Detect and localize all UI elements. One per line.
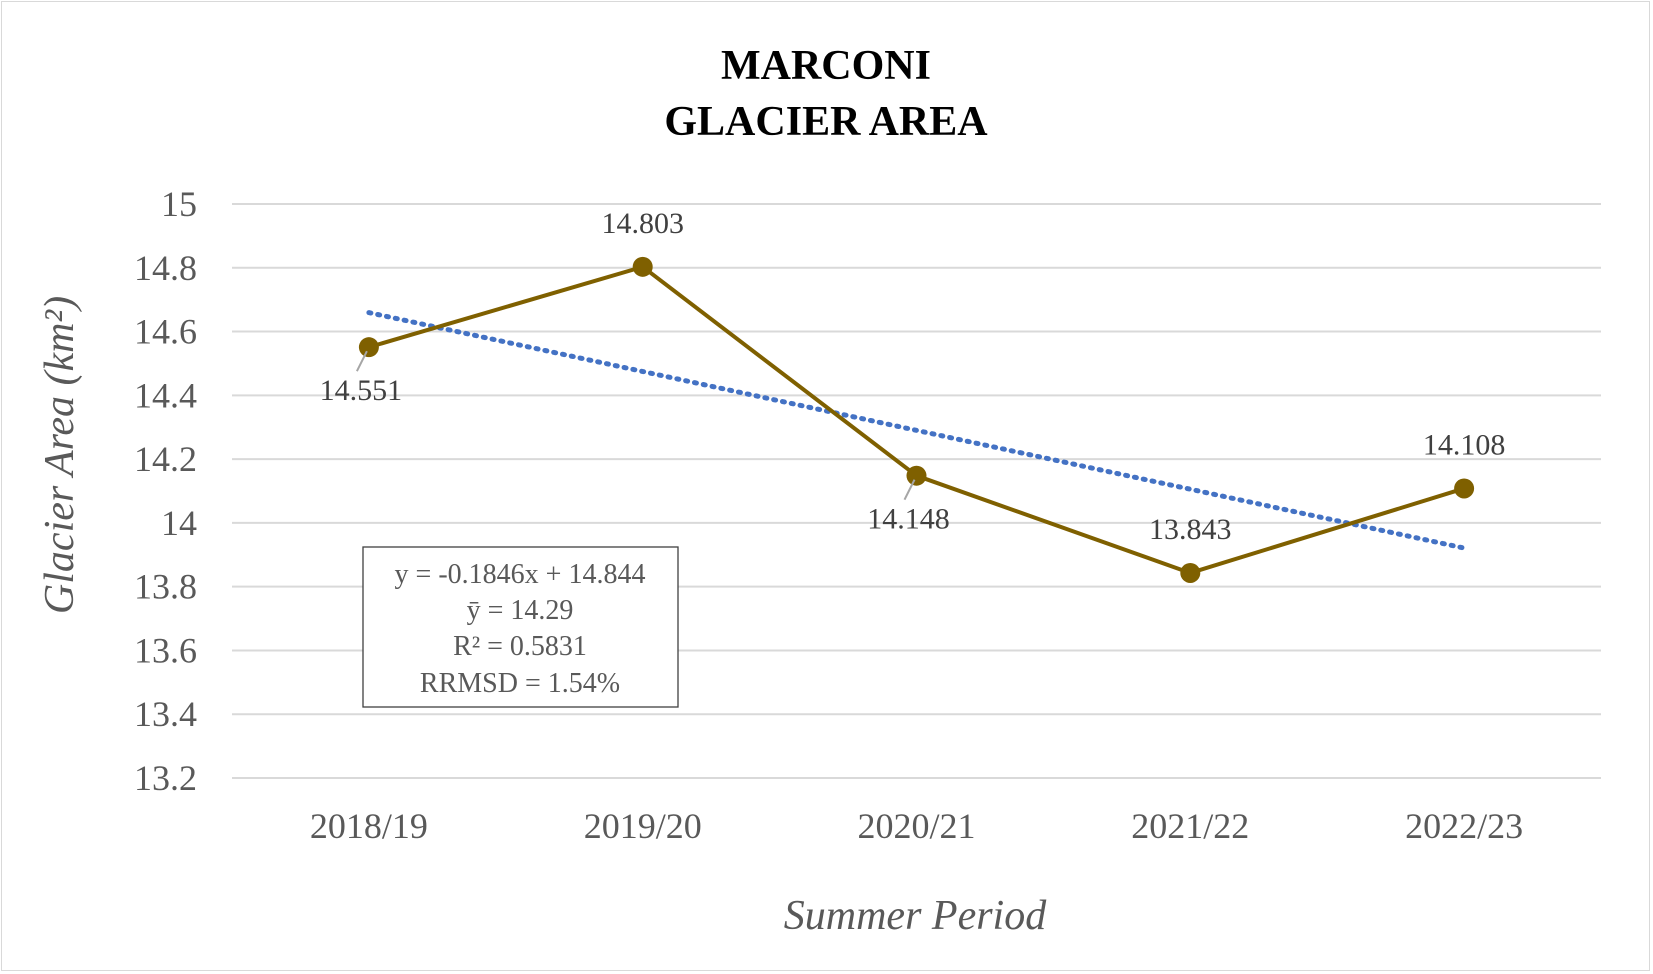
data-label: 13.843 — [1149, 513, 1232, 546]
y-tick-label: 14.2 — [134, 439, 197, 479]
y-tick-label: 14.6 — [134, 312, 197, 352]
regression-annotation-box: y = -0.1846x + 14.844 ȳ = 14.29 R² = 0.5… — [362, 546, 679, 708]
r-squared: R² = 0.5831 — [453, 631, 587, 662]
mean-value: ȳ = 14.29 — [467, 595, 574, 626]
data-point — [632, 256, 653, 277]
data-label: 14.551 — [320, 374, 403, 407]
x-tick-label: 2021/22 — [1131, 806, 1249, 846]
data-label: 14.803 — [601, 207, 684, 240]
data-label-leader — [356, 350, 368, 372]
y-tick-label: 15 — [161, 184, 197, 224]
annotation-box-border — [362, 546, 679, 708]
data-label-layer: 14.551 14.803 14.148 13.843 14.108 — [320, 207, 1506, 546]
y-tick-label: 13.6 — [134, 630, 197, 670]
y-tick-label: 13.8 — [134, 567, 197, 607]
x-tick-label: 2019/20 — [584, 806, 702, 846]
y-tick-label: 13.2 — [134, 758, 197, 798]
data-point — [358, 337, 379, 358]
gridlines — [232, 203, 1601, 779]
trendline-layer — [366, 310, 1467, 551]
x-axis-title: Summer Period — [784, 893, 1047, 939]
data-point — [1454, 478, 1475, 499]
chart-title-line-2: GLACIER AREA — [664, 99, 988, 145]
y-tick-label: 14.8 — [134, 248, 197, 288]
y-tick-label: 14.4 — [134, 375, 197, 415]
data-label-leader — [903, 479, 916, 501]
rrmsd-value: RRMSD = 1.54% — [420, 668, 620, 699]
chart-title-line-1: MARCONI — [721, 43, 931, 89]
x-tick-label: 2022/23 — [1405, 806, 1523, 846]
y-tick-label: 14 — [161, 503, 197, 543]
data-point — [906, 465, 927, 486]
y-tick-label: 13.4 — [134, 694, 197, 734]
data-label: 14.148 — [867, 503, 950, 536]
series-layer — [358, 256, 1475, 583]
y-axis-tick-labels: 13.2 13.4 13.6 13.8 14 14.2 14.4 14.6 14.8 15 — [134, 184, 197, 798]
trendline — [366, 310, 1467, 551]
y-axis-title: Glacier Area (km²) — [37, 296, 83, 614]
x-tick-label: 2018/19 — [310, 806, 428, 846]
data-label: 14.108 — [1423, 428, 1506, 461]
regression-equation: y = -0.1846x + 14.844 — [395, 559, 646, 590]
x-axis-tick-labels: 2018/19 2019/20 2020/21 2021/22 2022/23 — [310, 806, 1523, 846]
data-point — [1180, 562, 1201, 583]
x-tick-label: 2020/21 — [857, 806, 975, 846]
